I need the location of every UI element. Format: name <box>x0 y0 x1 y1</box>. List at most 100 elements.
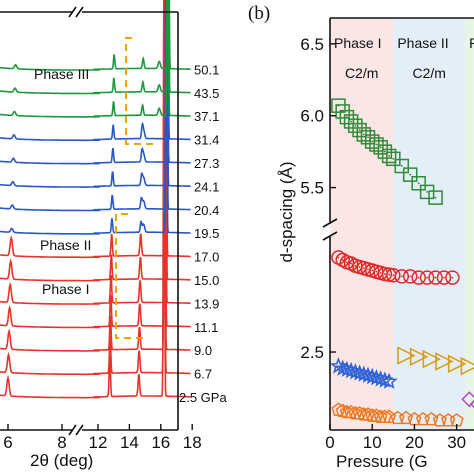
data-point-square <box>394 158 410 174</box>
data-point-dot <box>379 146 382 149</box>
phase-regions: Phase I C2/m Phase II C2/m P <box>330 18 474 430</box>
pressure-label: 15.0 <box>194 273 219 288</box>
xrd-curve <box>0 0 191 305</box>
data-point-dot <box>434 196 437 199</box>
axis-break-gap <box>72 425 82 435</box>
xrd-curve <box>0 0 191 329</box>
xrd-curve <box>0 0 191 95</box>
panel-b-x-tick-label: 30 <box>447 433 466 452</box>
data-point-dot <box>426 276 429 279</box>
highlight-box-upper <box>125 37 154 145</box>
data-point-circle <box>428 270 443 285</box>
data-point-dot <box>417 182 420 185</box>
data-point-dot <box>434 276 437 279</box>
xrd-curve <box>0 0 191 235</box>
panel-a-x-tick-label: 16 <box>151 433 170 452</box>
pressure-label: 24.1 <box>194 179 219 194</box>
panel-b-y-tick-label: 6.0 <box>300 107 324 126</box>
data-point-dot <box>375 143 378 146</box>
data-point-star <box>380 372 398 389</box>
data-point-circle <box>394 269 410 284</box>
data-point-circle <box>445 270 460 285</box>
axis-break-mark <box>68 424 77 436</box>
data-point-circle <box>411 270 426 285</box>
data-point-dot <box>350 262 353 265</box>
xrd-curve <box>0 0 191 352</box>
xrd-curve <box>0 0 191 118</box>
axis-break-gap <box>72 7 82 17</box>
phase-region-label: P <box>469 35 474 51</box>
xrd-curve <box>0 0 191 282</box>
panel-b-x-tick-label: 20 <box>405 433 424 452</box>
phase-i-label: Phase I <box>42 281 89 297</box>
axis-break-mark <box>68 6 77 18</box>
pressure-labels: 2.5 GPa 6.7 9.0 11.1 13.9 15.0 17.0 19.5 20.4 24.… <box>179 62 227 405</box>
xrd-curves <box>0 0 191 399</box>
data-point-dot <box>354 124 357 127</box>
data-point-triangle <box>409 347 429 366</box>
phase-region <box>330 18 394 430</box>
data-point-dot <box>371 140 374 143</box>
xrd-curve <box>0 0 191 142</box>
pressure-label: 50.1 <box>194 62 219 77</box>
pressure-label: 13.9 <box>194 296 219 311</box>
data-point-square <box>339 109 355 125</box>
pressure-label: 2.5 GPa <box>179 390 227 405</box>
panel-a-x-tick-label: 14 <box>120 433 139 452</box>
pressure-label: 17.0 <box>194 250 219 265</box>
data-point-square <box>348 118 363 134</box>
panel-b-y-tick-label: 6.5 <box>300 35 324 54</box>
pressure-label: 6.7 <box>194 367 212 382</box>
highlight-box-lower <box>115 213 146 339</box>
pressure-label: 20.4 <box>194 203 219 218</box>
panel-a-x-axis-label: 2θ (deg) <box>30 451 93 470</box>
axis-break-mark <box>75 424 84 436</box>
data-point-dot <box>371 269 374 272</box>
xrd-curve <box>0 0 191 259</box>
data-point-dot <box>388 155 391 157</box>
data-point-triangle <box>447 354 467 374</box>
data-point-dot <box>400 275 403 278</box>
data-point-square <box>343 114 359 129</box>
axis-break-mark <box>322 231 338 241</box>
data-point-square <box>428 190 443 205</box>
data-point-dot <box>345 261 348 264</box>
data-point-circle <box>377 266 393 282</box>
panel-b-letter: (b) <box>248 3 270 24</box>
panel-b-axes: 0 10 20 30 5.5 6.0 6.5 2.5 (b) <box>248 3 474 452</box>
data-point-dot <box>417 276 420 279</box>
data-point-triangle <box>397 346 416 365</box>
data-point-square <box>381 148 397 164</box>
xrd-curve <box>0 0 191 165</box>
data-point-pentagon <box>441 413 456 427</box>
data-point-diamond <box>461 391 474 408</box>
data-point-square <box>411 176 426 191</box>
data-point-dot <box>358 266 361 268</box>
phase-region-label: Phase II <box>397 35 448 51</box>
pressure-label: 27.3 <box>194 156 219 171</box>
panel-a-xrd-patterns: 2.5 GPa 6.7 9.0 11.1 13.9 15.0 17.0 19.5 20.4 24.… <box>0 0 227 470</box>
data-point-triangle <box>460 356 474 376</box>
panel-a-axes: 6 8 12 14 16 18 <box>0 6 202 452</box>
xrd-curve <box>0 0 191 399</box>
data-point-dot <box>375 270 378 273</box>
data-point-pentagon <box>390 410 405 425</box>
data-point-dot <box>392 157 395 160</box>
data-point-dot <box>350 120 353 123</box>
data-point-circle <box>386 268 401 283</box>
data-point-dot <box>354 264 357 267</box>
xrd-curve <box>0 0 191 71</box>
panel-b-x-tick-label: 10 <box>363 433 382 452</box>
data-point-pentagon <box>415 411 430 426</box>
data-point-dot <box>383 273 386 275</box>
data-point-dot <box>341 258 344 261</box>
panel-a-x-tick-label: 6 <box>3 433 12 452</box>
data-point-dot <box>367 268 369 271</box>
data-point-square <box>331 98 346 113</box>
pressure-label: 43.5 <box>194 86 219 101</box>
pressure-label: 11.1 <box>194 320 218 335</box>
data-point-dot <box>358 129 361 131</box>
data-point-square <box>364 134 380 149</box>
data-point-dot <box>362 267 365 270</box>
panel-b-x-tick-label: 0 <box>325 433 334 452</box>
